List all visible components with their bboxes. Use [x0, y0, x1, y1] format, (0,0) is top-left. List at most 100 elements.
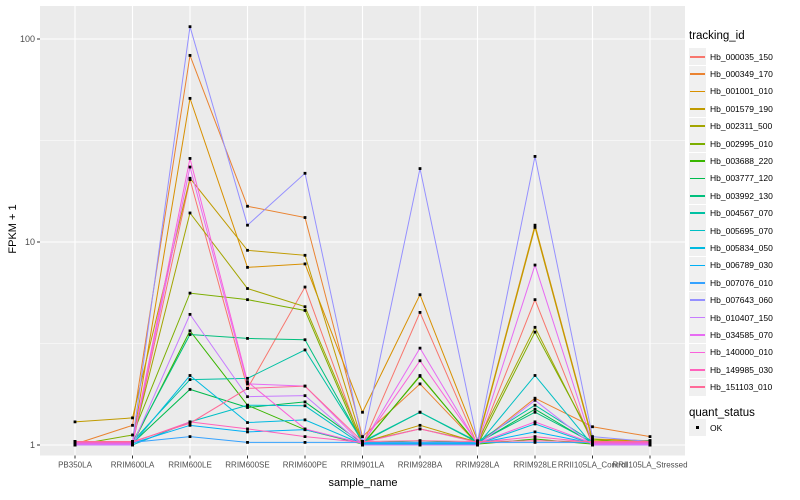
legend-item-label: OK	[710, 422, 723, 433]
legend-item-label: Hb_006789_030	[710, 260, 773, 271]
data-point	[246, 387, 249, 390]
data-point	[591, 435, 594, 438]
legend-item: Hb_001001_010	[689, 82, 800, 100]
data-point	[188, 387, 192, 391]
data-point	[303, 404, 307, 408]
data-point	[188, 329, 192, 333]
legend-item-label: Hb_034585_070	[710, 329, 773, 340]
data-point	[361, 440, 364, 443]
legend-item-label: Hb_001001_010	[710, 86, 773, 97]
data-point	[418, 310, 422, 314]
data-point	[533, 263, 537, 267]
data-point	[303, 216, 307, 219]
data-point	[188, 333, 192, 336]
data-point	[246, 265, 249, 269]
data-point	[533, 223, 537, 227]
legend-item-label: Hb_001579_190	[710, 103, 773, 114]
legend-item: Hb_149985_030	[689, 361, 800, 379]
legend-item-label: Hb_002311_500	[710, 121, 773, 132]
data-point	[361, 410, 364, 414]
legend-title-quant-status: quant_status	[689, 406, 755, 419]
data-point	[533, 155, 537, 158]
data-point	[131, 423, 134, 427]
data-point	[246, 376, 249, 380]
data-point	[533, 439, 537, 443]
data-point	[188, 378, 192, 381]
legend-line-icon	[689, 378, 706, 396]
legend-line-icon	[689, 117, 706, 135]
data-point	[303, 435, 307, 438]
legend-item: Hb_003688_220	[689, 152, 800, 170]
x-tick-label: RRIM600SE	[225, 461, 269, 470]
data-point	[188, 54, 192, 57]
data-point	[188, 374, 192, 377]
legend-item: Hb_002311_500	[689, 117, 800, 135]
data-point	[418, 293, 422, 297]
data-point	[533, 407, 537, 411]
legend-item: Hb_002995_010	[689, 135, 800, 153]
data-point	[533, 330, 537, 334]
data-point	[73, 440, 77, 443]
legend-line-icon	[689, 48, 706, 66]
data-point	[188, 291, 192, 295]
y-tick-label: 1	[30, 440, 35, 450]
legend-item: Hb_010407_150	[689, 309, 800, 327]
data-point	[303, 427, 307, 431]
data-point	[533, 298, 537, 302]
y-axis-title: FPKM + 1	[7, 204, 19, 254]
data-point	[591, 437, 594, 441]
data-points	[73, 25, 652, 447]
legend-line-icon	[689, 256, 706, 274]
data-point	[246, 403, 249, 407]
legend: tracking_id Hb_000035_150 Hb_000349_170 Hb…	[689, 0, 800, 436]
legend-item: Hb_000035_150	[689, 48, 800, 66]
data-point	[303, 171, 307, 175]
data-point	[533, 396, 537, 400]
x-tick-label: RRIM600LE	[168, 461, 212, 470]
legend-item: Hb_001579_190	[689, 100, 800, 118]
data-point	[533, 403, 537, 407]
data-point	[131, 433, 134, 437]
legend-line-icon	[689, 204, 706, 222]
legend-item-label: Hb_149985_030	[710, 364, 773, 375]
data-point	[188, 157, 192, 160]
data-point	[418, 443, 422, 447]
data-point	[533, 430, 537, 434]
data-point	[246, 406, 249, 409]
data-point	[533, 435, 537, 438]
x-tick-label: PB350LA	[58, 461, 92, 470]
y-tick-label: 100	[20, 34, 35, 44]
data-point	[246, 395, 249, 399]
data-point	[418, 346, 422, 350]
data-point	[246, 380, 249, 384]
data-point	[246, 298, 249, 302]
legend-line-icon	[689, 100, 706, 118]
axis-ticks	[37, 38, 651, 459]
data-point	[303, 348, 307, 352]
legend-line-icon	[689, 361, 706, 379]
data-point	[476, 440, 479, 443]
data-point	[533, 422, 537, 426]
legend-title-tracking-id: tracking_id	[689, 30, 745, 42]
data-point	[246, 427, 249, 431]
legend-item: Hb_000349_170	[689, 65, 800, 83]
data-point	[246, 204, 249, 208]
x-tick-label: RRIM928LA	[456, 461, 500, 470]
legend-item-label: Hb_005695_070	[710, 225, 773, 236]
legend-item-label: Hb_004567_070	[710, 208, 773, 219]
data-point	[303, 309, 307, 312]
data-point	[648, 440, 652, 443]
legend-item: Hb_007643_060	[689, 291, 800, 309]
data-point	[648, 435, 652, 438]
legend-item-label: Hb_003992_130	[710, 190, 773, 201]
data-point	[418, 359, 422, 363]
data-point	[303, 253, 307, 257]
legend-item: Hb_005695_070	[689, 222, 800, 240]
legend-line-icon	[689, 309, 706, 327]
x-tick-label: RRIM928LE	[513, 461, 557, 470]
data-point	[303, 305, 307, 309]
legend-item-label: Hb_005834_050	[710, 242, 773, 253]
data-point	[188, 176, 192, 180]
